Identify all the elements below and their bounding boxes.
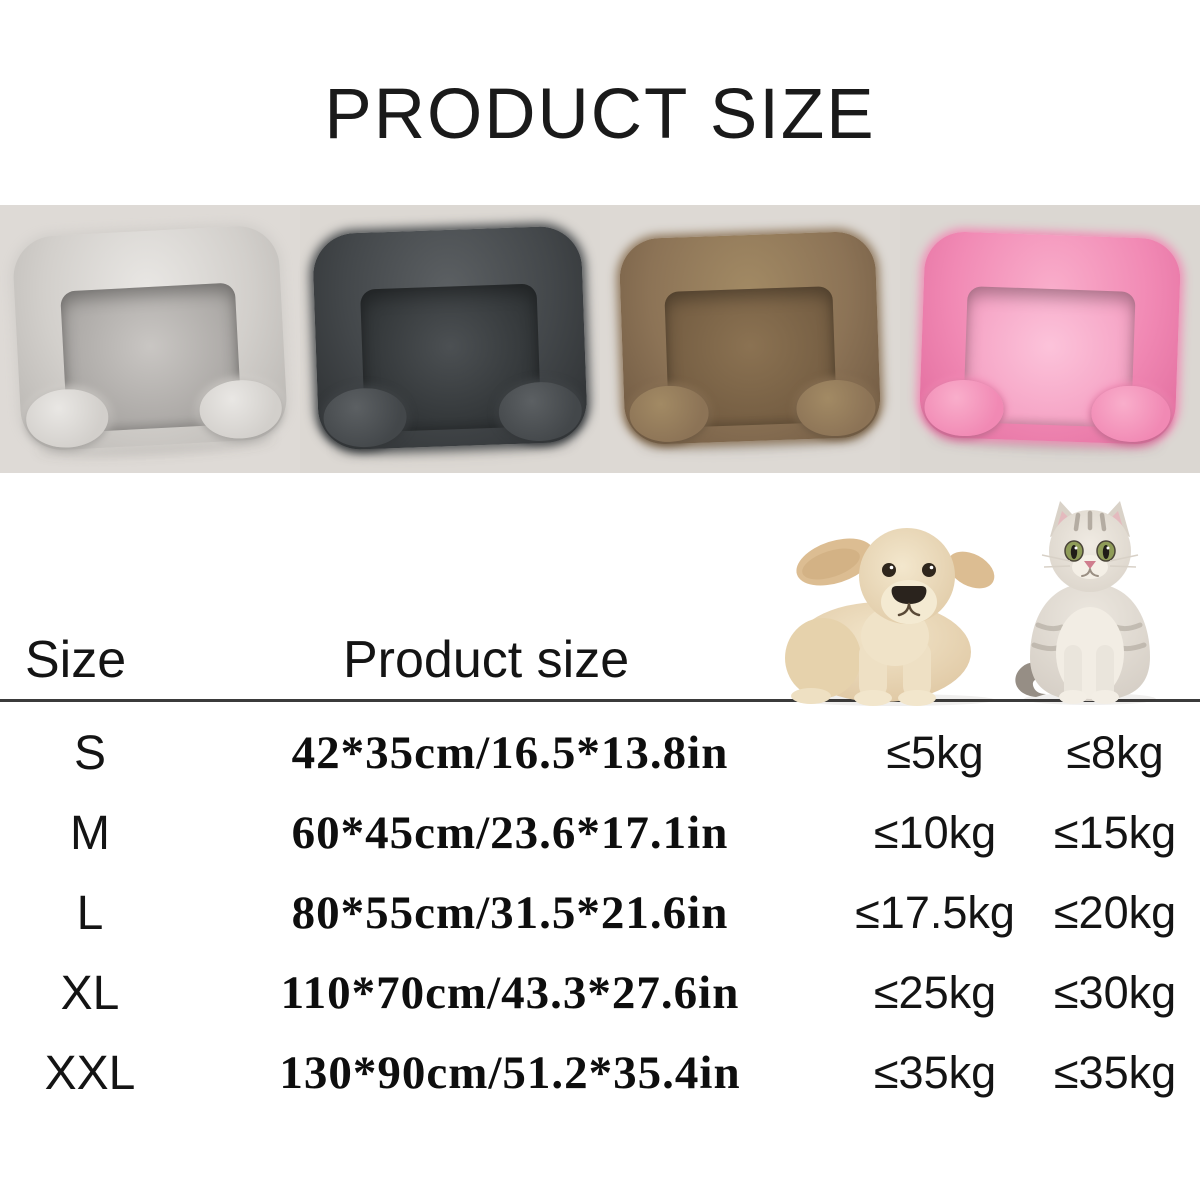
cat-front-leg bbox=[1064, 645, 1082, 699]
dog-left-ear-shade bbox=[802, 548, 860, 580]
dimensions-cell: 42*35cm/16.5*13.8in bbox=[291, 727, 729, 779]
cat-weight-cell: ≤30kg bbox=[1053, 967, 1177, 1018]
dimensions-cell: 80*55cm/31.5*21.6in bbox=[291, 887, 729, 939]
cat-weight-cell: ≤8kg bbox=[1066, 727, 1164, 778]
dog-weight-cell: ≤5kg bbox=[886, 727, 984, 778]
cat-eye-glint bbox=[1106, 546, 1110, 550]
dog-eye-glint bbox=[889, 565, 894, 570]
cat-weight-cell: ≤15kg bbox=[1053, 807, 1177, 858]
size-cell: XXL bbox=[44, 1046, 136, 1100]
dog-weight-cell: ≤17.5kg bbox=[855, 887, 1015, 938]
dog-haunch bbox=[785, 618, 861, 698]
dimensions-cell: 130*90cm/51.2*35.4in bbox=[279, 1047, 741, 1099]
dog-eye bbox=[922, 563, 936, 577]
dimensions-cell: 110*70cm/43.3*27.6in bbox=[280, 967, 740, 1019]
table-row: S 42*35cm/16.5*13.8in ≤5kg ≤8kg bbox=[0, 723, 1200, 783]
dog-eye bbox=[882, 563, 896, 577]
bed-photo-brown bbox=[600, 205, 900, 473]
table-row: M 60*45cm/23.6*17.1in ≤10kg ≤15kg bbox=[0, 803, 1200, 863]
cat-nose bbox=[1084, 561, 1096, 569]
dog-image bbox=[785, 528, 995, 706]
page-title: PRODUCT SIZE bbox=[324, 75, 876, 154]
cat-body-stripes bbox=[1031, 622, 1147, 652]
table-row: L 80*55cm/31.5*21.6in ≤17.5kg ≤20kg bbox=[0, 883, 1200, 943]
cat-image bbox=[1015, 501, 1156, 705]
cat-paw bbox=[1059, 690, 1087, 704]
pet-bed-illustration bbox=[11, 224, 289, 460]
dog-mouth bbox=[897, 602, 921, 617]
cat-paw bbox=[1091, 690, 1119, 704]
cat-eye-glint bbox=[1074, 546, 1078, 550]
pet-bed-illustration bbox=[311, 225, 589, 459]
dog-nose bbox=[891, 586, 927, 604]
dimensions-cell: 60*45cm/23.6*17.1in bbox=[291, 807, 729, 859]
cat-whiskers bbox=[1041, 554, 1139, 568]
bed-photo-pink bbox=[900, 205, 1200, 473]
cat-forehead-stripes bbox=[1073, 510, 1107, 532]
dog-weight-cell: ≤25kg bbox=[873, 967, 997, 1018]
pet-bed-illustration bbox=[618, 230, 882, 453]
size-cell: XL bbox=[60, 966, 120, 1020]
size-cell: L bbox=[76, 886, 104, 940]
dog-paw bbox=[854, 690, 892, 706]
dog-weight-cell: ≤10kg bbox=[873, 807, 997, 858]
bed-photo-light-gray bbox=[0, 205, 300, 473]
table-row: XXL 130*90cm/51.2*35.4in ≤35kg ≤35kg bbox=[0, 1043, 1200, 1103]
column-header-product-size: Product size bbox=[343, 631, 630, 689]
column-header-size: Size bbox=[25, 631, 127, 689]
size-table-header: Size Product size bbox=[0, 630, 1200, 692]
size-cell: M bbox=[70, 806, 110, 860]
table-row: XL 110*70cm/43.3*27.6in ≤25kg ≤30kg bbox=[0, 963, 1200, 1023]
size-cell: S bbox=[73, 726, 106, 780]
cat-weight-cell: ≤35kg bbox=[1053, 1047, 1177, 1098]
product-photo-band bbox=[0, 205, 1200, 473]
header-divider bbox=[0, 699, 1200, 702]
cat-front-leg bbox=[1096, 645, 1114, 699]
cat-mouth bbox=[1081, 568, 1099, 577]
dog-paw bbox=[898, 690, 936, 706]
cat-weight-cell: ≤20kg bbox=[1053, 887, 1177, 938]
bed-photo-dark-gray bbox=[300, 205, 600, 473]
dog-weight-cell: ≤35kg bbox=[873, 1047, 997, 1098]
dog-eye-glint bbox=[929, 565, 934, 570]
cat-head bbox=[1049, 510, 1131, 592]
pet-bed-illustration bbox=[918, 230, 1182, 453]
dog-right-ear bbox=[947, 551, 995, 589]
dog-rear-paw bbox=[791, 688, 831, 704]
